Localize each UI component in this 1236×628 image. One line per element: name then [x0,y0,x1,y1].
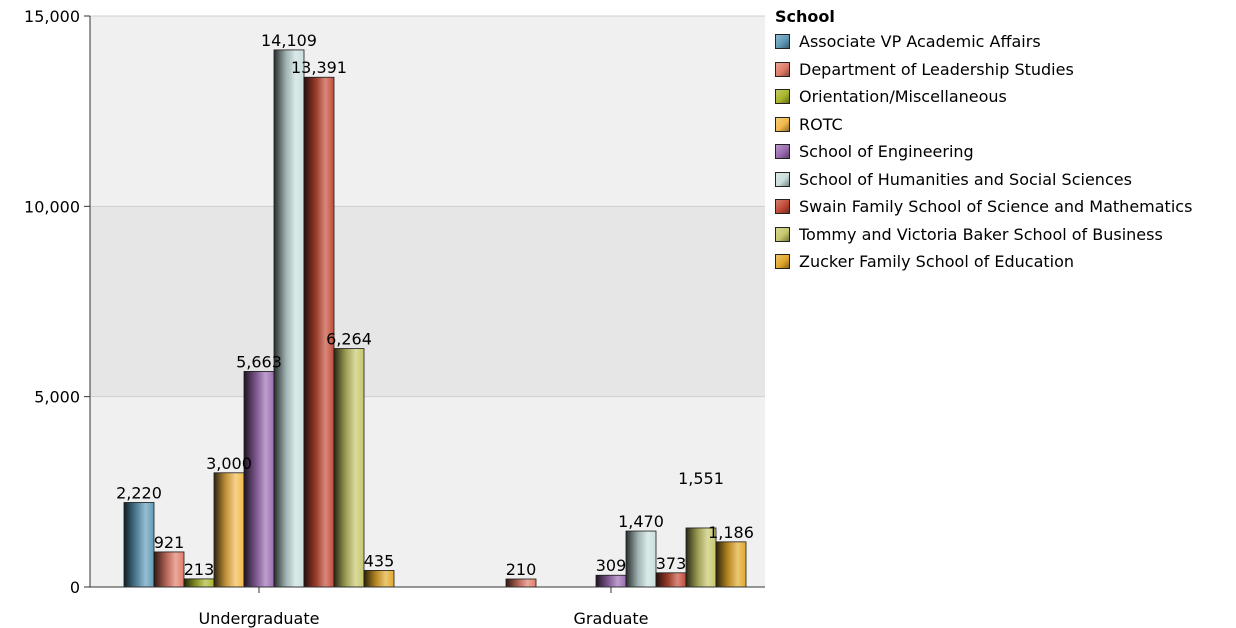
legend-item: Swain Family School of Science and Mathe… [775,193,1235,221]
bar-chart: 2,220 921 213 3,000 5,663 14,109 13,391 6,264 43… [24,7,765,628]
legend-item: School of Humanities and Social Sciences [775,166,1235,194]
data-label: 309 [596,556,627,575]
legend-swatch [775,116,790,132]
bar-0-5 [273,49,305,588]
legend-item: Zucker Family School of Education [775,248,1235,276]
data-label: 6,264 [326,330,372,349]
data-label: 2,220 [116,483,162,502]
data-label: 921 [154,533,185,552]
data-label: 14,109 [261,31,317,50]
legend-item: ROTC [775,111,1235,139]
data-label: 210 [506,560,537,579]
data-label: 1,551 [678,469,724,488]
bar-0-2 [183,578,215,588]
data-label: 373 [656,554,687,573]
bar-1-1 [505,578,537,588]
data-label: 13,391 [291,58,347,77]
legend-label: Swain Family School of Science and Mathe… [799,197,1193,217]
plot-band [90,16,765,207]
data-label: 1,186 [708,523,754,542]
legend-item: Tommy and Victoria Baker School of Busin… [775,221,1235,249]
legend-item: Associate VP Academic Affairs [775,28,1235,56]
data-label: 435 [364,551,395,570]
legend: School Associate VP Academic Affairs Depa… [775,6,1235,276]
y-tick-label: 10,000 [24,197,80,216]
bar-0-4 [243,371,275,588]
legend-item: School of Engineering [775,138,1235,166]
bar-0-7 [333,348,365,588]
legend-label: Department of Leadership Studies [799,59,1074,79]
bar-1-5 [625,530,657,588]
bar-0-1 [153,551,185,588]
legend-label: Associate VP Academic Affairs [799,32,1041,52]
legend-swatch [775,254,790,270]
legend-swatch [775,171,790,187]
legend-label: School of Engineering [799,142,974,162]
data-label: 213 [184,560,215,579]
legend-swatch [775,144,790,160]
legend-item: Orientation/Miscellaneous [775,83,1235,111]
data-label: 3,000 [206,454,252,473]
legend-swatch [775,199,790,215]
legend-swatch [775,34,790,50]
bar-0-8 [363,570,395,588]
legend-label: Orientation/Miscellaneous [799,87,1007,107]
y-tick-label: 0 [70,578,80,597]
plot-band [90,206,765,397]
bar-1-6 [655,572,687,588]
legend-item: Department of Leadership Studies [775,56,1235,84]
legend-swatch [775,226,790,242]
legend-title: School [775,7,835,26]
y-tick-label: 5,000 [34,388,80,407]
x-tick-label: Graduate [574,609,649,628]
bar-0-0 [123,502,155,588]
legend-label: Tommy and Victoria Baker School of Busin… [799,224,1163,244]
x-tick-label: Undergraduate [199,609,320,628]
bar-1-8 [715,541,747,588]
data-label: 1,470 [618,512,664,531]
legend-label: ROTC [799,114,843,134]
bar-0-3 [213,472,245,588]
legend-label: Zucker Family School of Education [799,252,1075,272]
legend-swatch [775,89,790,105]
y-tick-label: 15,000 [24,7,80,26]
data-label: 5,663 [236,352,282,371]
legend-label: School of Humanities and Social Sciences [799,169,1132,189]
legend-swatch [775,61,790,77]
bar-1-4 [595,574,627,588]
